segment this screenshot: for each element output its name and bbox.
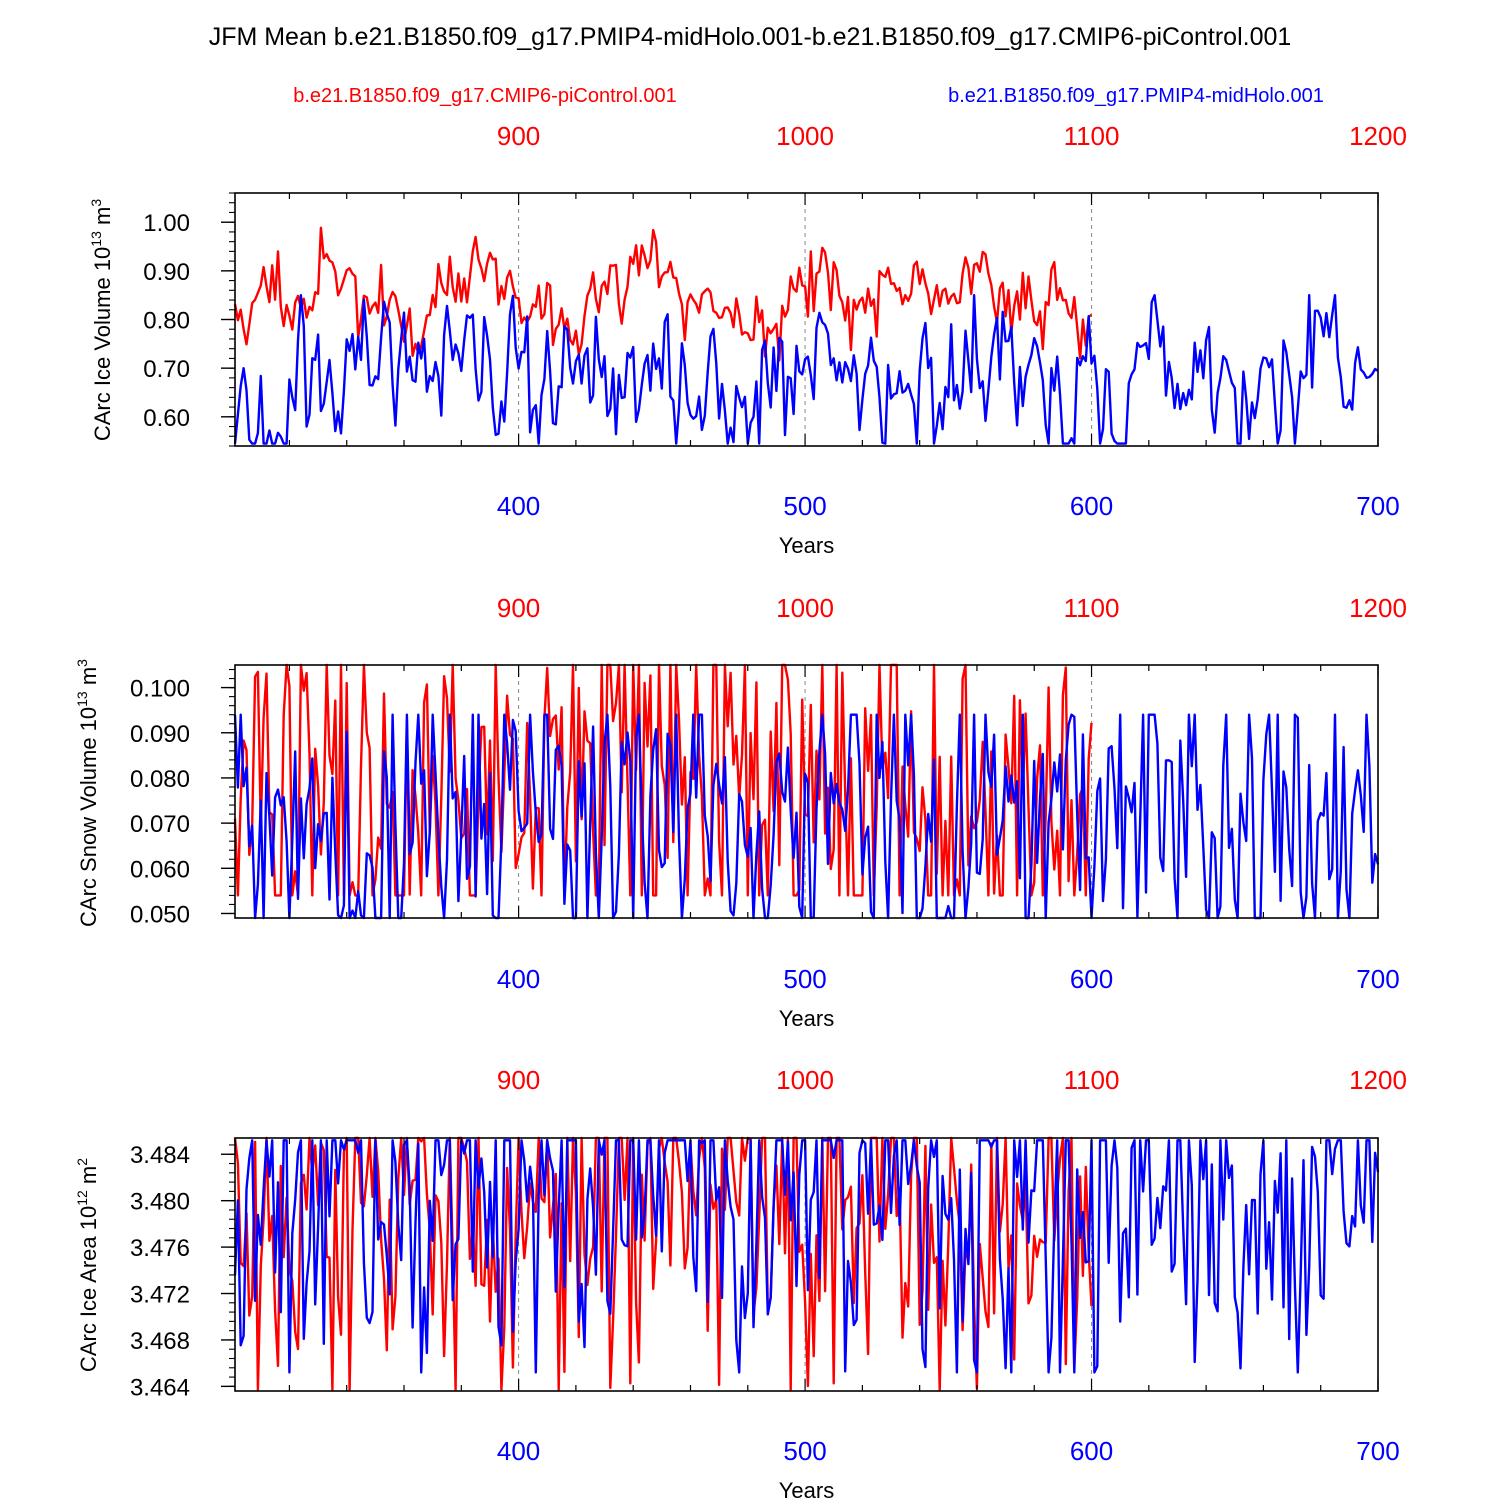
y-tick-label: 0.90 <box>143 259 190 286</box>
x-bottom-tick-label: 600 <box>1070 964 1113 994</box>
y-axis-label: CArc Snow Volume 1013 m3 <box>74 659 101 927</box>
plot-frame <box>234 192 1379 447</box>
x-axis-label: Years <box>779 1478 834 1500</box>
x-top-tick-label: 900 <box>497 121 540 151</box>
x-top-tick-label: 1100 <box>1064 593 1120 623</box>
y-tick-label: 0.050 <box>130 901 190 928</box>
series-line-picontrol <box>233 226 1093 362</box>
y-tick-label: 1.00 <box>143 210 190 237</box>
y-tick-label: 0.060 <box>130 856 190 883</box>
x-bottom-tick-label: 600 <box>1070 1436 1113 1466</box>
x-bottom-tick-label: 500 <box>783 1436 826 1466</box>
x-top-tick-label: 1200 <box>1349 593 1407 623</box>
panel-snow_volume: 900 1000 1100 1200 400 500 600 700 Years 0.050 0.0… <box>74 593 1407 1031</box>
x-bottom-tick-label: 700 <box>1356 1436 1399 1466</box>
series-line-midholo <box>233 1139 1380 1374</box>
x-top-tick-label: 1100 <box>1064 121 1120 151</box>
y-tick-label: 3.468 <box>130 1328 190 1355</box>
y-tick-label: 0.70 <box>143 356 190 383</box>
chart-title: JFM Mean b.e21.B1850.f09_g17.PMIP4-midHo… <box>209 23 1292 51</box>
plot-frame <box>234 664 1379 919</box>
x-bottom-tick-label: 600 <box>1070 491 1113 521</box>
y-tick-label: 3.476 <box>130 1235 190 1262</box>
y-tick-label: 0.100 <box>130 676 190 703</box>
y-tick-label: 0.80 <box>143 308 190 335</box>
y-tick-label: 0.080 <box>130 766 190 793</box>
series-line-picontrol <box>233 1136 1093 1392</box>
x-top-tick-label: 1100 <box>1064 1065 1120 1095</box>
x-top-tick-label: 900 <box>497 593 540 623</box>
x-top-tick-label: 900 <box>497 1065 540 1095</box>
panel-ice_area: 900 1000 1100 1200 400 500 600 700 Years 3.464 3.4… <box>74 1065 1407 1500</box>
x-bottom-tick-label: 400 <box>497 1436 540 1466</box>
y-tick-label: 3.464 <box>130 1374 190 1401</box>
y-tick-label: 3.472 <box>130 1282 190 1309</box>
x-bottom-tick-label: 700 <box>1356 491 1399 521</box>
series-line-midholo <box>233 713 1380 920</box>
x-bottom-tick-label: 400 <box>497 491 540 521</box>
legend-entry-midholo: b.e21.B1850.f09_g17.PMIP4-midHolo.001 <box>948 85 1324 107</box>
x-top-tick-label: 1000 <box>776 121 834 151</box>
plot-frame <box>234 1137 1379 1392</box>
y-tick-label: 3.480 <box>130 1189 190 1216</box>
y-tick-label: 0.070 <box>130 811 190 838</box>
y-axis-label: CArc Ice Area 1012 m2 <box>74 1158 101 1372</box>
y-axis-label: CArc Ice Volume 1013 m3 <box>88 199 115 441</box>
x-top-tick-label: 1000 <box>776 593 834 623</box>
x-bottom-tick-label: 500 <box>783 964 826 994</box>
legend-entry-picontrol: b.e21.B1850.f09_g17.CMIP6-piControl.001 <box>293 85 677 107</box>
panel-ice_volume: 900 1000 1100 1200 400 500 600 700 Years 0.60 0.70… <box>88 121 1407 558</box>
x-top-tick-label: 1000 <box>776 1065 834 1095</box>
series-line-midholo <box>233 294 1379 445</box>
x-top-tick-label: 1200 <box>1349 1065 1407 1095</box>
panels-group: 900 1000 1100 1200 400 500 600 700 Years 0.60 0.70… <box>74 121 1407 1500</box>
y-tick-label: 3.484 <box>130 1142 190 1169</box>
x-axis-label: Years <box>779 533 834 558</box>
x-top-tick-label: 1200 <box>1349 121 1407 151</box>
x-bottom-tick-label: 700 <box>1356 964 1399 994</box>
y-tick-label: 0.60 <box>143 405 190 432</box>
y-tick-label: 0.090 <box>130 721 190 748</box>
x-bottom-tick-label: 400 <box>497 964 540 994</box>
series-line-picontrol <box>233 663 1093 897</box>
x-bottom-tick-label: 500 <box>783 491 826 521</box>
x-axis-label: Years <box>779 1006 834 1031</box>
